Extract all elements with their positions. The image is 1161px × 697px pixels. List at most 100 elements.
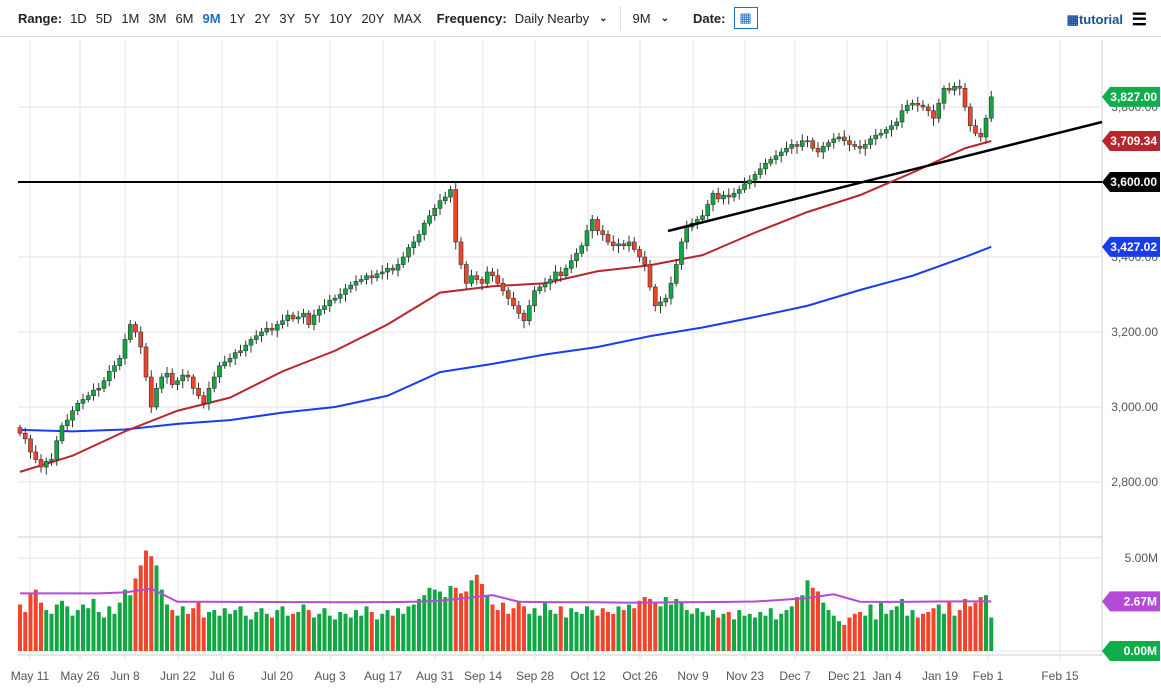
y-tick-label: 3,000.00: [1111, 400, 1158, 414]
volume-bar: [65, 606, 70, 651]
volume-bar: [816, 591, 820, 651]
candle-body: [647, 264, 653, 288]
candle-body: [542, 282, 548, 288]
volume-bar: [81, 604, 85, 651]
candle-body: [427, 215, 432, 224]
period-value: 9M: [632, 10, 651, 26]
x-tick-label: May 26: [60, 669, 100, 683]
volume-bar: [448, 585, 453, 651]
x-tick-label: Jan 19: [922, 669, 958, 683]
film-icon: ▦: [1066, 12, 1079, 27]
volume-average-tag: 2.67M: [1124, 594, 1157, 608]
candle-body: [936, 102, 942, 119]
volume-bar: [159, 589, 164, 651]
hamburger-menu-icon[interactable]: ☰: [1131, 10, 1147, 29]
candle-body: [537, 286, 543, 292]
range-option-10y[interactable]: 10Y: [329, 10, 353, 26]
volume-bar: [921, 613, 925, 651]
ma200-tag: 3,427.02: [1110, 240, 1157, 254]
volume-bar: [96, 611, 101, 651]
candle-body: [411, 241, 417, 248]
candle-body: [54, 440, 60, 460]
volume-bar: [401, 613, 406, 651]
volume-bar: [233, 610, 238, 651]
volume-bar: [648, 598, 652, 651]
candle-body: [579, 245, 585, 254]
range-option-1d[interactable]: 1D: [70, 10, 87, 26]
candle-body: [931, 110, 936, 119]
candle-body: [988, 96, 994, 119]
volume-bar: [280, 606, 285, 651]
candle-body: [668, 282, 674, 299]
candle-body: [605, 234, 611, 243]
volume-bar: [684, 610, 689, 651]
level-tag-bg: [1102, 172, 1160, 192]
volume-bar: [973, 602, 978, 651]
x-tick-label: Jun 8: [110, 669, 140, 683]
candle-body: [742, 183, 747, 190]
volume-bar: [364, 606, 369, 651]
frequency-select[interactable]: Daily Nearby ⌄: [515, 11, 608, 26]
volume-bar: [695, 608, 700, 651]
candle-body: [332, 297, 338, 301]
candle-body: [778, 151, 784, 157]
volume-bar: [222, 608, 227, 651]
volume-bar: [989, 617, 994, 651]
candle-body: [705, 204, 711, 217]
candle-body: [600, 230, 606, 235]
range-option-9m[interactable]: 9M: [202, 10, 221, 26]
candle-body: [469, 275, 474, 284]
range-option-max[interactable]: MAX: [393, 10, 422, 26]
range-option-1y[interactable]: 1Y: [229, 10, 246, 26]
candle-body: [112, 365, 117, 372]
period-select[interactable]: 9M ⌄: [633, 11, 669, 26]
range-option-5y[interactable]: 5Y: [304, 10, 321, 26]
volume-bar: [784, 610, 789, 651]
volume-bar: [532, 608, 537, 651]
x-tick-label: Aug 17: [364, 669, 402, 683]
candle-body: [448, 189, 453, 198]
volume-bar: [39, 602, 43, 651]
level-tag: 3,600.00: [1110, 175, 1157, 189]
range-option-3y[interactable]: 3Y: [279, 10, 296, 26]
candle-body: [64, 419, 70, 427]
volume-bar: [390, 615, 395, 651]
candle-body: [264, 327, 270, 333]
candle-body: [978, 132, 984, 138]
volume-bar: [28, 593, 33, 651]
candle-body: [253, 335, 259, 340]
range-option-6m[interactable]: 6M: [175, 10, 194, 26]
volume-bar: [291, 613, 295, 651]
volume-bar: [443, 597, 448, 651]
volume-bar: [737, 610, 742, 651]
range-option-3m[interactable]: 3M: [148, 10, 167, 26]
ma200-line: [19, 245, 992, 433]
candle-body: [721, 194, 726, 200]
volume-bar: [385, 610, 390, 651]
volume-average-line: [20, 587, 992, 604]
range-option-5d[interactable]: 5D: [95, 10, 113, 26]
volume-bar: [889, 610, 894, 651]
candle-body: [563, 267, 569, 277]
range-option-20y[interactable]: 20Y: [361, 10, 385, 26]
candle-body: [80, 399, 86, 404]
candle-body: [763, 162, 768, 170]
candle-body: [558, 271, 564, 277]
volume-bar: [705, 615, 710, 651]
candle-body: [22, 432, 28, 440]
range-option-1m[interactable]: 1M: [121, 10, 140, 26]
y-tick-label: 3,200.00: [1111, 325, 1158, 339]
candle-body: [59, 425, 65, 442]
candle-body: [70, 410, 75, 421]
volume-bar: [747, 613, 752, 651]
candle-body: [547, 279, 553, 284]
volume-bar: [758, 611, 763, 651]
tutorial-link[interactable]: ▦tutorial: [1067, 12, 1123, 28]
candle-body: [185, 374, 191, 378]
volume-bar: [348, 617, 353, 651]
candle-body: [238, 350, 243, 353]
candle-body: [259, 331, 264, 337]
calendar-icon[interactable]: ▦: [733, 7, 758, 29]
range-option-2y[interactable]: 2Y: [254, 10, 271, 26]
